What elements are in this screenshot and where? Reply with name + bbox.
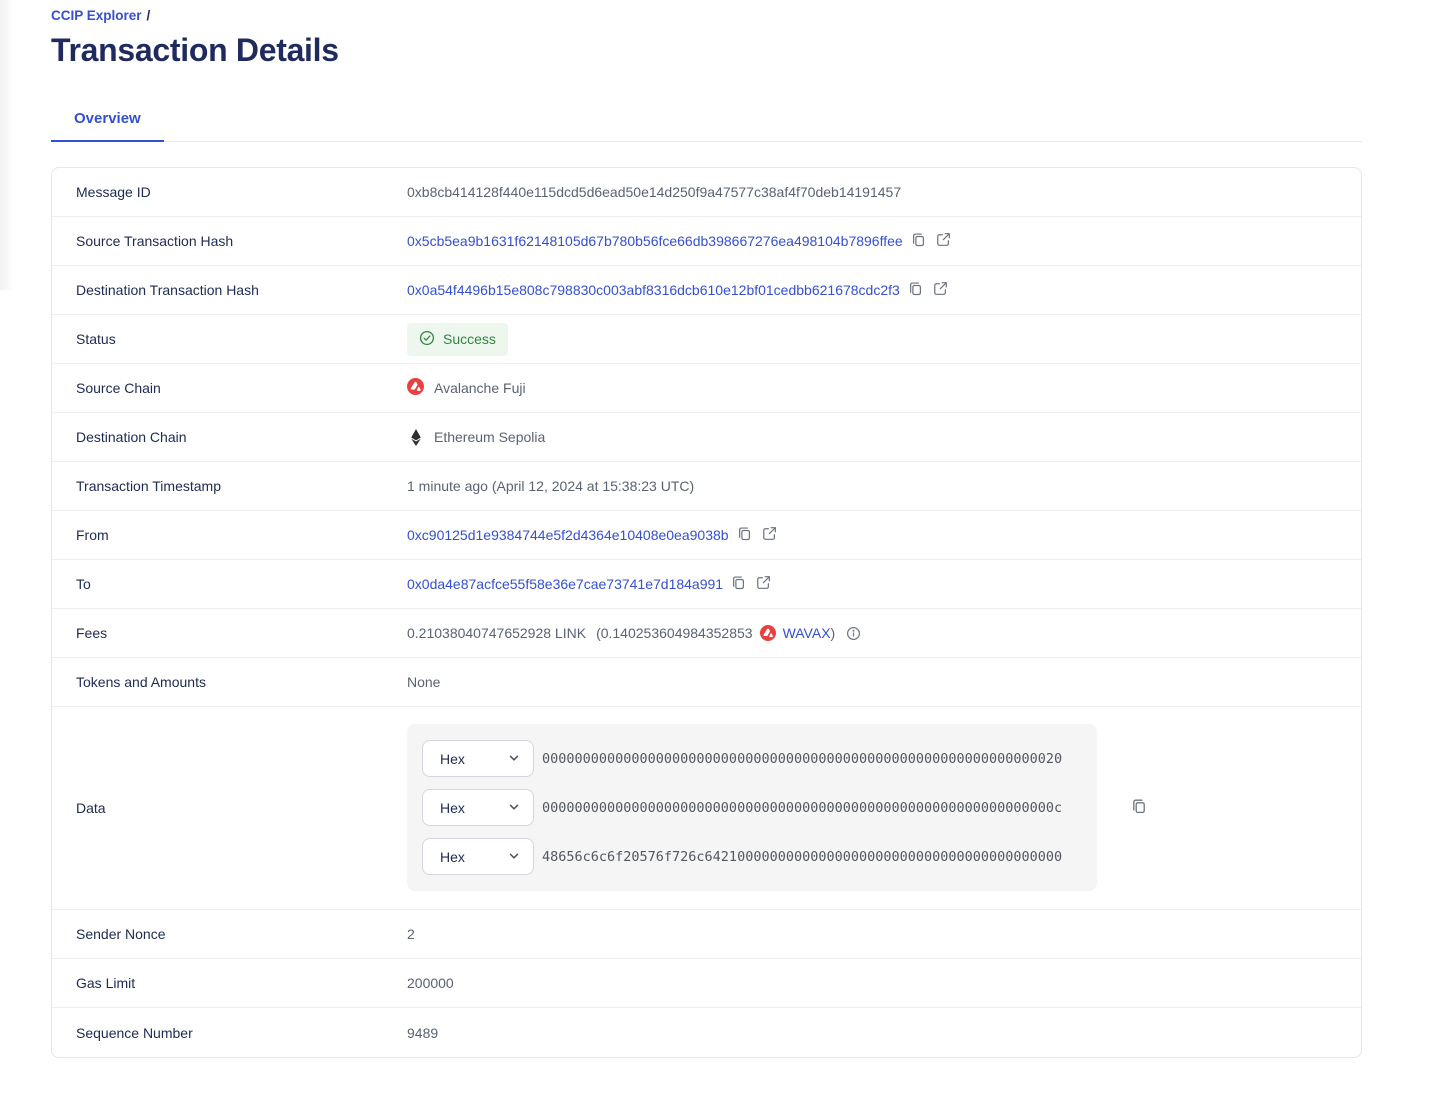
table-row-dest-tx-hash: Destination Transaction Hash 0x0a54f4496… bbox=[52, 266, 1361, 315]
hex-format-select[interactable]: Hex bbox=[422, 838, 534, 875]
avalanche-icon bbox=[759, 625, 776, 641]
sender-nonce-value: 2 bbox=[407, 926, 415, 942]
table-row-fees: Fees 0.21038040747652928 LINK (0.1402536… bbox=[52, 609, 1361, 658]
copy-button[interactable] bbox=[911, 232, 926, 250]
hex-format-select-label: Hex bbox=[440, 799, 465, 816]
hex-format-select[interactable]: Hex bbox=[422, 789, 534, 826]
hex-format-select[interactable]: Hex bbox=[422, 740, 534, 777]
timestamp-value: 1 minute ago (April 12, 2024 at 15:38:23… bbox=[407, 478, 695, 494]
external-link-button[interactable] bbox=[756, 575, 771, 593]
wavax-token-link[interactable]: WAVAX bbox=[782, 625, 831, 641]
table-row-source-chain: Source Chain Avalanche Fuji bbox=[52, 364, 1361, 413]
to-address-link[interactable]: 0x0da4e87acfce55f58e36e7cae73741e7d184a9… bbox=[407, 576, 724, 592]
breadcrumb-separator: / bbox=[146, 8, 151, 23]
table-row-message-id: Message ID 0xb8cb414128f440e115dcd5d6ead… bbox=[52, 168, 1361, 217]
ethereum-icon bbox=[407, 428, 424, 446]
page-title: Transaction Details bbox=[51, 32, 339, 68]
external-link-icon bbox=[936, 232, 951, 250]
tab-bar: Overview bbox=[51, 110, 1362, 142]
row-label: Message ID bbox=[76, 184, 151, 200]
row-label: Sender Nonce bbox=[76, 926, 166, 942]
status-badge: Success bbox=[407, 322, 508, 356]
table-row-from: From 0xc90125d1e9384744e5f2d4364e10408e0… bbox=[52, 511, 1361, 560]
hex-format-select-label: Hex bbox=[440, 750, 465, 767]
info-icon[interactable] bbox=[846, 626, 861, 641]
gas-limit-value: 200000 bbox=[407, 975, 454, 991]
source-chain-label: Avalanche Fuji bbox=[434, 380, 526, 396]
row-label: Source Transaction Hash bbox=[76, 233, 234, 249]
row-label: Destination Chain bbox=[76, 429, 187, 445]
data-hex-value: 0000000000000000000000000000000000000000… bbox=[542, 750, 1063, 767]
avalanche-icon bbox=[407, 378, 424, 398]
breadcrumb-link-ccip-explorer[interactable]: CCIP Explorer bbox=[51, 8, 142, 23]
hex-line: Hex 48656c6c6f20576f726c6421000000000000… bbox=[422, 838, 1082, 875]
fees-paren-close: ) bbox=[830, 625, 836, 641]
dest-tx-hash-link[interactable]: 0x0a54f4496b15e808c798830c003abf8316dcb6… bbox=[407, 282, 900, 298]
table-row-dest-chain: Destination Chain Ethereum Sepolia bbox=[52, 413, 1361, 462]
tab-overview[interactable]: Overview bbox=[51, 110, 164, 142]
fees-converted: (0.140253604984352853 bbox=[596, 625, 753, 641]
table-row-sender-nonce: Sender Nonce 2 bbox=[52, 910, 1361, 959]
copy-icon bbox=[737, 526, 752, 544]
table-row-data: Data Hex 0000000000000000000000000000000… bbox=[52, 707, 1361, 910]
sequence-number-value: 9489 bbox=[407, 1024, 439, 1041]
external-link-icon bbox=[762, 526, 777, 544]
external-link-button[interactable] bbox=[762, 526, 777, 544]
fees-value: 0.21038040747652928 LINK (0.140253604984… bbox=[407, 625, 861, 641]
table-row-to: To 0x0da4e87acfce55f58e36e7cae73741e7d18… bbox=[52, 560, 1361, 609]
hex-line: Hex 000000000000000000000000000000000000… bbox=[422, 789, 1082, 826]
copy-button[interactable] bbox=[737, 526, 752, 544]
fees-amount: 0.21038040747652928 LINK bbox=[407, 625, 587, 641]
tokens-and-amounts-value: None bbox=[407, 674, 441, 690]
hex-format-select-label: Hex bbox=[440, 848, 465, 865]
data-copy-button[interactable] bbox=[1131, 798, 1147, 817]
table-row-sequence-number: Sequence Number 9489 bbox=[52, 1008, 1361, 1057]
status-badge-label: Success bbox=[443, 331, 496, 347]
hex-line: Hex 000000000000000000000000000000000000… bbox=[422, 740, 1082, 777]
data-hex-value: 0000000000000000000000000000000000000000… bbox=[542, 799, 1063, 816]
row-label: Tokens and Amounts bbox=[76, 674, 206, 690]
external-link-button[interactable] bbox=[933, 281, 948, 299]
chevron-down-icon bbox=[508, 800, 520, 816]
copy-button[interactable] bbox=[908, 281, 923, 299]
dest-chain-label: Ethereum Sepolia bbox=[434, 429, 546, 445]
data-hex-panel: Hex 000000000000000000000000000000000000… bbox=[407, 724, 1097, 891]
copy-button[interactable] bbox=[731, 575, 746, 593]
check-circle-icon bbox=[419, 330, 435, 349]
chevron-down-icon bbox=[508, 751, 520, 767]
row-label: Sequence Number bbox=[76, 1024, 193, 1041]
copy-icon bbox=[908, 281, 923, 299]
external-link-icon bbox=[933, 281, 948, 299]
external-link-button[interactable] bbox=[936, 232, 951, 250]
row-label: Gas Limit bbox=[76, 975, 136, 991]
transaction-details-page: CCIP Explorer / Transaction Details Overv… bbox=[51, 8, 1362, 1058]
chevron-down-icon bbox=[508, 849, 520, 865]
row-label: Source Chain bbox=[76, 380, 161, 396]
external-link-icon bbox=[756, 575, 771, 593]
table-row-timestamp: Transaction Timestamp 1 minute ago (Apri… bbox=[52, 462, 1361, 511]
row-label: Destination Transaction Hash bbox=[76, 282, 259, 298]
breadcrumb: CCIP Explorer / bbox=[51, 8, 1362, 23]
table-row-source-tx-hash: Source Transaction Hash 0x5cb5ea9b1631f6… bbox=[52, 217, 1361, 266]
copy-icon bbox=[731, 575, 746, 593]
source-chain-value: Avalanche Fuji bbox=[407, 378, 526, 398]
message-id-value: 0xb8cb414128f440e115dcd5d6ead50e14d250f9… bbox=[407, 184, 902, 200]
copy-icon bbox=[911, 232, 926, 250]
copy-icon bbox=[1131, 798, 1147, 817]
source-tx-hash-link[interactable]: 0x5cb5ea9b1631f62148105d67b780b56fce66db… bbox=[407, 233, 903, 249]
table-row-gas-limit: Gas Limit 200000 bbox=[52, 959, 1361, 1008]
from-address-link[interactable]: 0xc90125d1e9384744e5f2d4364e10408e0ea903… bbox=[407, 527, 729, 543]
data-hex-value: 48656c6c6f20576f726c64210000000000000000… bbox=[542, 848, 1063, 865]
row-label: Transaction Timestamp bbox=[76, 478, 221, 494]
row-label: To bbox=[76, 576, 91, 592]
table-row-tokens-and-amounts: Tokens and Amounts None bbox=[52, 658, 1361, 707]
dest-chain-value: Ethereum Sepolia bbox=[407, 428, 546, 446]
table-row-status: Status Success bbox=[52, 315, 1361, 364]
row-label: Data bbox=[76, 799, 106, 816]
row-label: From bbox=[76, 527, 109, 543]
transaction-details-card: Message ID 0xb8cb414128f440e115dcd5d6ead… bbox=[51, 167, 1362, 1058]
row-label: Fees bbox=[76, 625, 108, 641]
row-label: Status bbox=[76, 331, 116, 347]
